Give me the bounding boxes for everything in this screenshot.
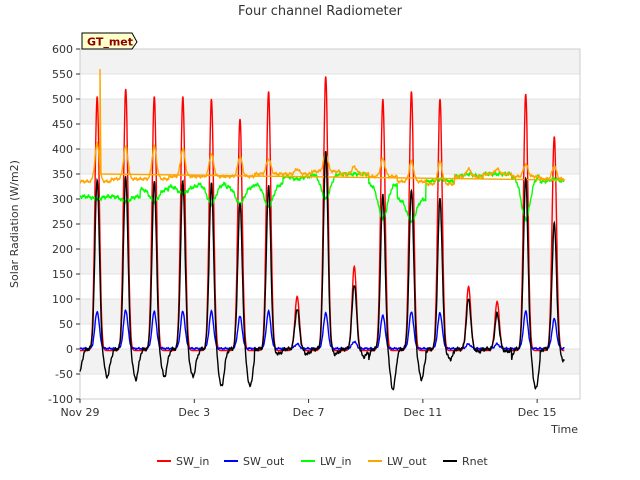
y-tick-label: 500 [52,93,73,106]
chart-title: Four channel Radiometer [238,4,403,19]
series-line-lw-out [79,68,566,187]
grid-band [80,249,580,274]
y-tick-label: 150 [52,268,73,281]
legend-label: LW_out [387,455,427,468]
y-tick-label: 450 [52,118,73,131]
grid-band [80,49,580,74]
y-tick-label: -100 [48,393,73,406]
legend-label: Rnet [462,455,488,468]
x-tick-label: Dec 11 [403,406,442,419]
legend-label: LW_in [320,455,352,468]
y-tick-label: -50 [55,368,73,381]
y-tick-label: 550 [52,68,73,81]
x-tick-label: Dec 15 [518,406,557,419]
y-tick-label: 100 [52,293,73,306]
grid-band [80,199,580,224]
grid-band [80,99,580,124]
y-axis-label: Solar Radiation (W/m2) [8,160,21,288]
y-tick-label: 50 [59,318,73,331]
y-tick-label: 250 [52,218,73,231]
y-tick-label: 400 [52,143,73,156]
y-tick-label: 200 [52,243,73,256]
y-tick-label: 300 [52,193,73,206]
x-tick-label: Dec 3 [178,406,210,419]
badge-label: GT_met [87,36,133,49]
y-tick-label: 350 [52,168,73,181]
series-layer [79,68,566,391]
y-tick-label: 600 [52,43,73,56]
gt-met-badge: GT_met [81,32,138,50]
x-axis: Nov 29 Dec 3 Dec 7 Dec 11 Dec 15 [61,399,557,419]
x-axis-label: Time [550,423,578,436]
badge-shape [81,32,138,50]
grid-band [80,349,580,374]
y-axis: -100 -50 0 50 100 150 200 250 300 350 400 450 500 550… [48,43,80,406]
series-line-rnet [79,151,565,391]
legend: SW_in SW_out LW_in LW_out Rnet [157,455,488,468]
y-tick-label: 0 [66,343,73,356]
legend-label: SW_out [243,455,285,468]
x-tick-label: Nov 29 [61,406,100,419]
x-tick-label: Dec 7 [293,406,325,419]
legend-label: SW_in [176,455,209,468]
